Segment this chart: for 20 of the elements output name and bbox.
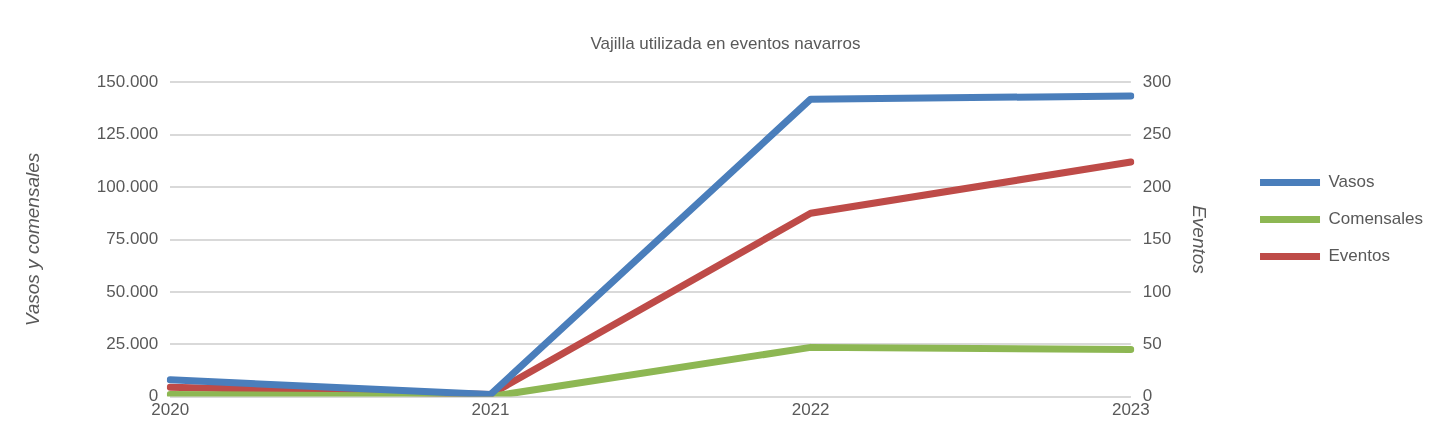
- y2-tick-label: 250: [1142, 124, 1172, 144]
- y-tick-label: 100.000: [96, 176, 159, 196]
- y-tick-label: 150.000: [96, 72, 159, 92]
- x-tick-label: 2022: [791, 400, 830, 420]
- y-axis-title: Vasos y comensales: [21, 152, 43, 327]
- y2-tick-label: 200: [1142, 176, 1172, 196]
- legend-label: Eventos: [1328, 246, 1390, 266]
- legend-label: Comensales: [1328, 209, 1424, 229]
- y2-axis-title: Eventos: [1189, 205, 1211, 275]
- x-tick-label: 2021: [471, 400, 510, 420]
- y2-tick-label: 150: [1142, 229, 1172, 249]
- y-tick-label: 125.000: [96, 124, 159, 144]
- y2-tick-label: 100: [1142, 281, 1172, 301]
- y-tick-label: 25.000: [106, 333, 159, 353]
- legend-label: Vasos: [1328, 172, 1375, 192]
- y-tick-label: 75.000: [106, 229, 159, 249]
- y-tick-label: 50.000: [106, 281, 159, 301]
- y2-tick-label: 50: [1142, 333, 1162, 353]
- y2-tick-label: 300: [1142, 72, 1172, 92]
- chart-title: Vajilla utilizada en eventos navarros: [590, 33, 861, 53]
